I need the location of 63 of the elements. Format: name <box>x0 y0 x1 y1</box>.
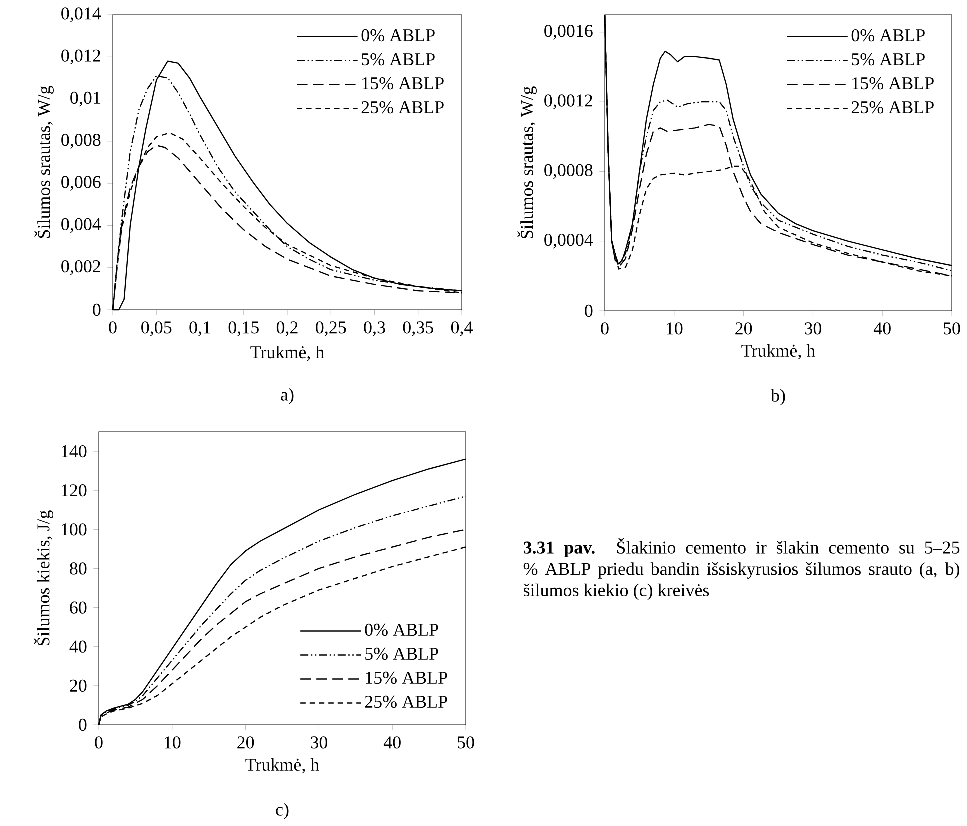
y-tick-label: 60 <box>70 602 87 614</box>
x-tick-label: 20 <box>736 322 752 335</box>
y-tick-label: 0,002 <box>62 260 100 276</box>
legend-label: 0% ABLP <box>365 624 438 636</box>
x-tick-label: 30 <box>805 322 822 335</box>
y-tick-label: 0,0008 <box>544 164 593 180</box>
y-tick-label: 120 <box>62 484 87 497</box>
text: b) <box>771 389 786 406</box>
y-tick-label: 140 <box>62 445 87 458</box>
y-tick-label: 0 <box>585 304 593 318</box>
y-tick-label: 100 <box>62 524 87 536</box>
x-tick-label: 10 <box>666 322 683 335</box>
y-tick-label: 0,008 <box>62 134 101 149</box>
y-tick-label: 0,012 <box>62 50 100 64</box>
x-tick-label: 0,3 <box>364 322 386 336</box>
legend-label: 5% ABLP <box>366 648 438 660</box>
x-tick-label: 0,35 <box>403 322 434 336</box>
x-axis-title: Trukmė, h <box>246 758 320 774</box>
legend-label: 25% ABLP <box>362 101 444 114</box>
legend-label: 5% ABLP <box>852 53 925 66</box>
x-tick-label: 50 <box>458 736 474 749</box>
y-axis-title: Šilumos srautas, W/g <box>518 86 537 239</box>
y-axis-title: Šilumos srautas, W/g <box>34 86 54 238</box>
y-tick-label: 80 <box>70 562 87 575</box>
x-tick-label: 0 <box>109 322 117 334</box>
y-tick-label: 0,01 <box>70 92 100 107</box>
x-tick-label: 20 <box>238 736 254 749</box>
y-axis-title: Šilumos kiekis, J/g <box>34 510 54 646</box>
x-tick-label: 40 <box>384 736 401 749</box>
text: c) <box>276 803 289 820</box>
legend-label: 0% ABLP <box>362 29 435 42</box>
y-tick-label: 0,014 <box>62 8 102 22</box>
y-tick-label: 0,006 <box>62 176 101 191</box>
x-tick-label: 0,2 <box>276 322 298 336</box>
x-tick-label: 0 <box>601 322 609 335</box>
y-tick-label: 0,004 <box>62 218 102 234</box>
y-tick-label: 0,0016 <box>544 25 593 40</box>
y-tick-label: 20 <box>70 680 87 692</box>
legend-label: 25% ABLP <box>365 696 448 708</box>
legend-label: 15% ABLP <box>852 77 934 90</box>
x-tick-label: 30 <box>311 736 328 749</box>
x-tick-label: 10 <box>164 736 181 749</box>
x-tick-label: 50 <box>944 322 960 335</box>
legend-label: 15% ABLP <box>362 77 444 90</box>
legend-label: 5% ABLP <box>362 53 435 66</box>
y-tick-label: 0,0012 <box>544 94 592 110</box>
x-axis-title: Trukmė, h <box>742 344 816 360</box>
x-tick-label: 0,05 <box>142 322 172 336</box>
x-tick-label: 0,15 <box>228 322 259 336</box>
legend-label: 15% ABLP <box>366 672 448 684</box>
legend-label: 0% ABLP <box>852 29 925 42</box>
y-tick-label: 0 <box>93 304 101 316</box>
legend-label: 25% ABLP <box>852 101 934 114</box>
x-tick-label: 0,25 <box>316 322 346 336</box>
x-tick-label: 0,1 <box>190 322 210 336</box>
y-tick-label: 0,0004 <box>544 234 594 249</box>
x-axis-title: Trukmė, h <box>250 346 324 362</box>
x-tick-label: 0,4 <box>451 322 473 336</box>
x-tick-label: 40 <box>874 322 891 335</box>
text: 3.31 pav. Šlakinio cemento ir šlakin cemento su 5–25 % ABLP priedu bandin išsiskyrusios šilumos srauto (a, b) šilumos kiekio (c) kreivės <box>524 538 960 600</box>
text: a) <box>281 388 294 405</box>
y-tick-label: 40 <box>70 640 87 653</box>
y-tick-label: 0 <box>79 718 87 732</box>
